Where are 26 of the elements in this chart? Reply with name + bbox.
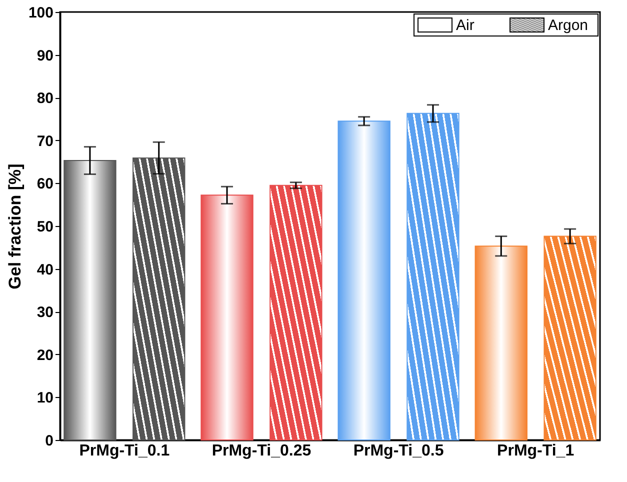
bar (132, 157, 186, 440)
y-tick-label: 0 (45, 432, 54, 450)
legend-label: Air (456, 17, 474, 34)
bar (406, 112, 460, 440)
legend-label: Argon (548, 17, 588, 34)
x-tick-label: PrMg-Ti_0.25 (212, 442, 312, 460)
y-axis-title: Gel fraction [%] (5, 164, 24, 290)
bar (338, 120, 390, 440)
y-tick-label: 30 (36, 304, 54, 322)
bar (200, 194, 254, 440)
x-tick-label: PrMg-Ti_0.5 (353, 442, 444, 460)
y-tick-label: 90 (36, 47, 54, 64)
x-tick-label: PrMg-Ti_0.1 (79, 442, 170, 460)
x-tick-label: PrMg-Ti_1 (497, 442, 574, 460)
bar (474, 246, 528, 440)
y-tick-label: 50 (36, 218, 54, 236)
y-tick-label: 80 (36, 90, 54, 108)
y-tick-label: 60 (36, 176, 54, 193)
bar (544, 236, 596, 440)
bar (270, 184, 322, 440)
y-tick-label: 40 (36, 261, 54, 278)
bar (64, 160, 116, 440)
y-tick-label: 70 (36, 132, 54, 150)
y-tick-label: 20 (36, 346, 54, 364)
y-tick-label: 10 (36, 390, 54, 407)
y-tick-label: 100 (28, 4, 54, 22)
